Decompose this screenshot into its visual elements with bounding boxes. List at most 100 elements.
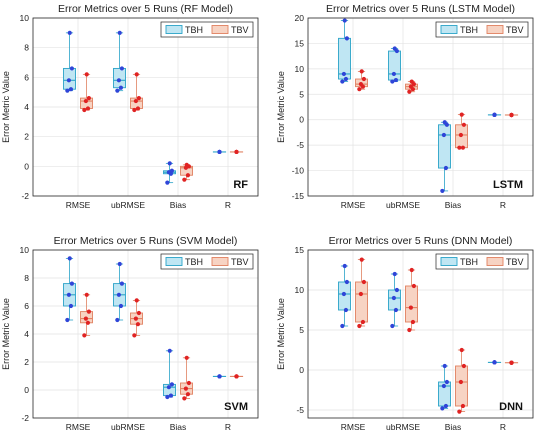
data-point — [361, 279, 366, 285]
legend-label-tbh: TBH — [460, 257, 478, 267]
data-point — [86, 309, 91, 314]
legend-box — [435, 253, 529, 270]
legend-label-tbh: TBH — [460, 25, 478, 35]
data-point — [444, 379, 449, 385]
x-tick-label: RMSE — [341, 200, 366, 210]
data-point — [182, 396, 187, 401]
box-tbv-rmse — [355, 257, 368, 329]
data-point — [119, 66, 124, 71]
data-point — [509, 360, 514, 365]
data-point — [132, 107, 137, 113]
data-point — [408, 305, 413, 310]
data-point — [393, 77, 399, 83]
data-point — [443, 403, 449, 409]
box-tbv-rmse — [355, 69, 368, 92]
legend-label-tbv: TBV — [506, 25, 524, 35]
data-point — [84, 72, 89, 77]
data-point — [68, 303, 74, 309]
chart-panel-lstm: -15 -10 -5 0 5 10 15 20 RMSE ubRMSE Bias R Error Met… — [276, 3, 534, 210]
model-tag: LSTM — [493, 179, 523, 191]
data-point — [117, 30, 122, 35]
y-tick-label: 0 — [299, 115, 304, 125]
data-point — [492, 112, 497, 117]
data-point — [116, 78, 121, 83]
data-point — [390, 323, 395, 329]
chart-title: Error Metrics over 5 Runs (SVM Model) — [54, 235, 238, 247]
axes-frame — [307, 17, 534, 197]
data-point — [86, 96, 91, 101]
box-tbh-bias — [438, 363, 451, 411]
data-point — [392, 271, 397, 277]
box-tbh-ubrmse — [388, 271, 401, 329]
data-point — [118, 85, 124, 90]
legend-label-tbh: TBH — [185, 257, 203, 267]
data-point — [84, 292, 89, 297]
y-tick-label: 10 — [20, 13, 30, 23]
x-tick-label: RMSE — [66, 200, 91, 210]
y-axis-label: Error Metric Value — [1, 71, 11, 143]
data-point — [183, 386, 188, 391]
data-point — [165, 394, 170, 400]
data-point — [66, 78, 71, 83]
y-tick-label: 4 — [24, 102, 29, 112]
data-point — [340, 323, 345, 329]
x-tick-label: ubRMSE — [111, 200, 145, 210]
x-tick-label: Bias — [170, 200, 187, 210]
box-tbv-r — [229, 374, 244, 379]
axes-frame — [32, 17, 259, 197]
data-point — [359, 69, 364, 74]
model-tag: RF — [233, 179, 248, 191]
y-tick-label: 10 — [295, 285, 305, 295]
box-tbh-r — [487, 360, 502, 365]
y-tick-label: 10 — [295, 64, 305, 74]
data-point — [217, 374, 222, 379]
data-point — [67, 256, 72, 261]
box-tbv-ubrmse — [130, 72, 143, 113]
legend: TBH TBV — [160, 253, 254, 270]
data-point — [217, 149, 222, 155]
chart-title: Error Metrics over 5 Runs (RF Model) — [58, 3, 233, 15]
legend-label-tbv: TBV — [231, 25, 249, 35]
x-tick-label: ubRMSE — [386, 200, 420, 210]
x-tick-label: ubRMSE — [111, 422, 145, 432]
y-tick-label: -15 — [292, 191, 305, 201]
y-axis-label: Error Metric Value — [276, 71, 286, 143]
data-point — [440, 188, 445, 194]
data-point — [361, 76, 366, 82]
box-tbh-r — [487, 112, 502, 117]
y-tick-label: -5 — [296, 405, 304, 415]
x-tick-label: R — [225, 422, 231, 432]
data-point — [234, 374, 239, 379]
data-point — [136, 310, 141, 316]
data-point — [82, 333, 87, 338]
y-tick-label: 0 — [24, 385, 29, 395]
x-tick-label: R — [500, 200, 506, 210]
data-point — [344, 36, 349, 41]
data-point — [358, 291, 363, 297]
data-point — [168, 393, 174, 398]
data-point — [390, 79, 395, 84]
data-point — [340, 79, 345, 84]
data-point — [460, 403, 466, 409]
y-tick-label: 5 — [299, 325, 304, 335]
y-tick-label: 6 — [24, 72, 29, 82]
data-point — [342, 263, 347, 269]
box-tbv-r — [229, 149, 244, 155]
x-tick-label: RMSE — [341, 422, 366, 432]
data-point — [360, 319, 366, 325]
box-tbh-r — [212, 149, 227, 155]
legend: TBH TBV — [160, 21, 254, 38]
data-point — [65, 88, 70, 93]
legend-swatch-tbh — [440, 257, 458, 266]
x-tick-label: Bias — [170, 422, 187, 432]
model-tag: DNN — [499, 401, 523, 413]
data-point — [115, 317, 120, 323]
data-point — [115, 88, 120, 93]
data-point — [67, 30, 72, 35]
data-point — [391, 71, 396, 77]
data-point — [407, 89, 412, 94]
axes-frame — [32, 249, 259, 419]
box-body — [405, 285, 418, 323]
x-tick-label: RMSE — [66, 422, 91, 432]
y-tick-label: 4 — [24, 329, 29, 339]
